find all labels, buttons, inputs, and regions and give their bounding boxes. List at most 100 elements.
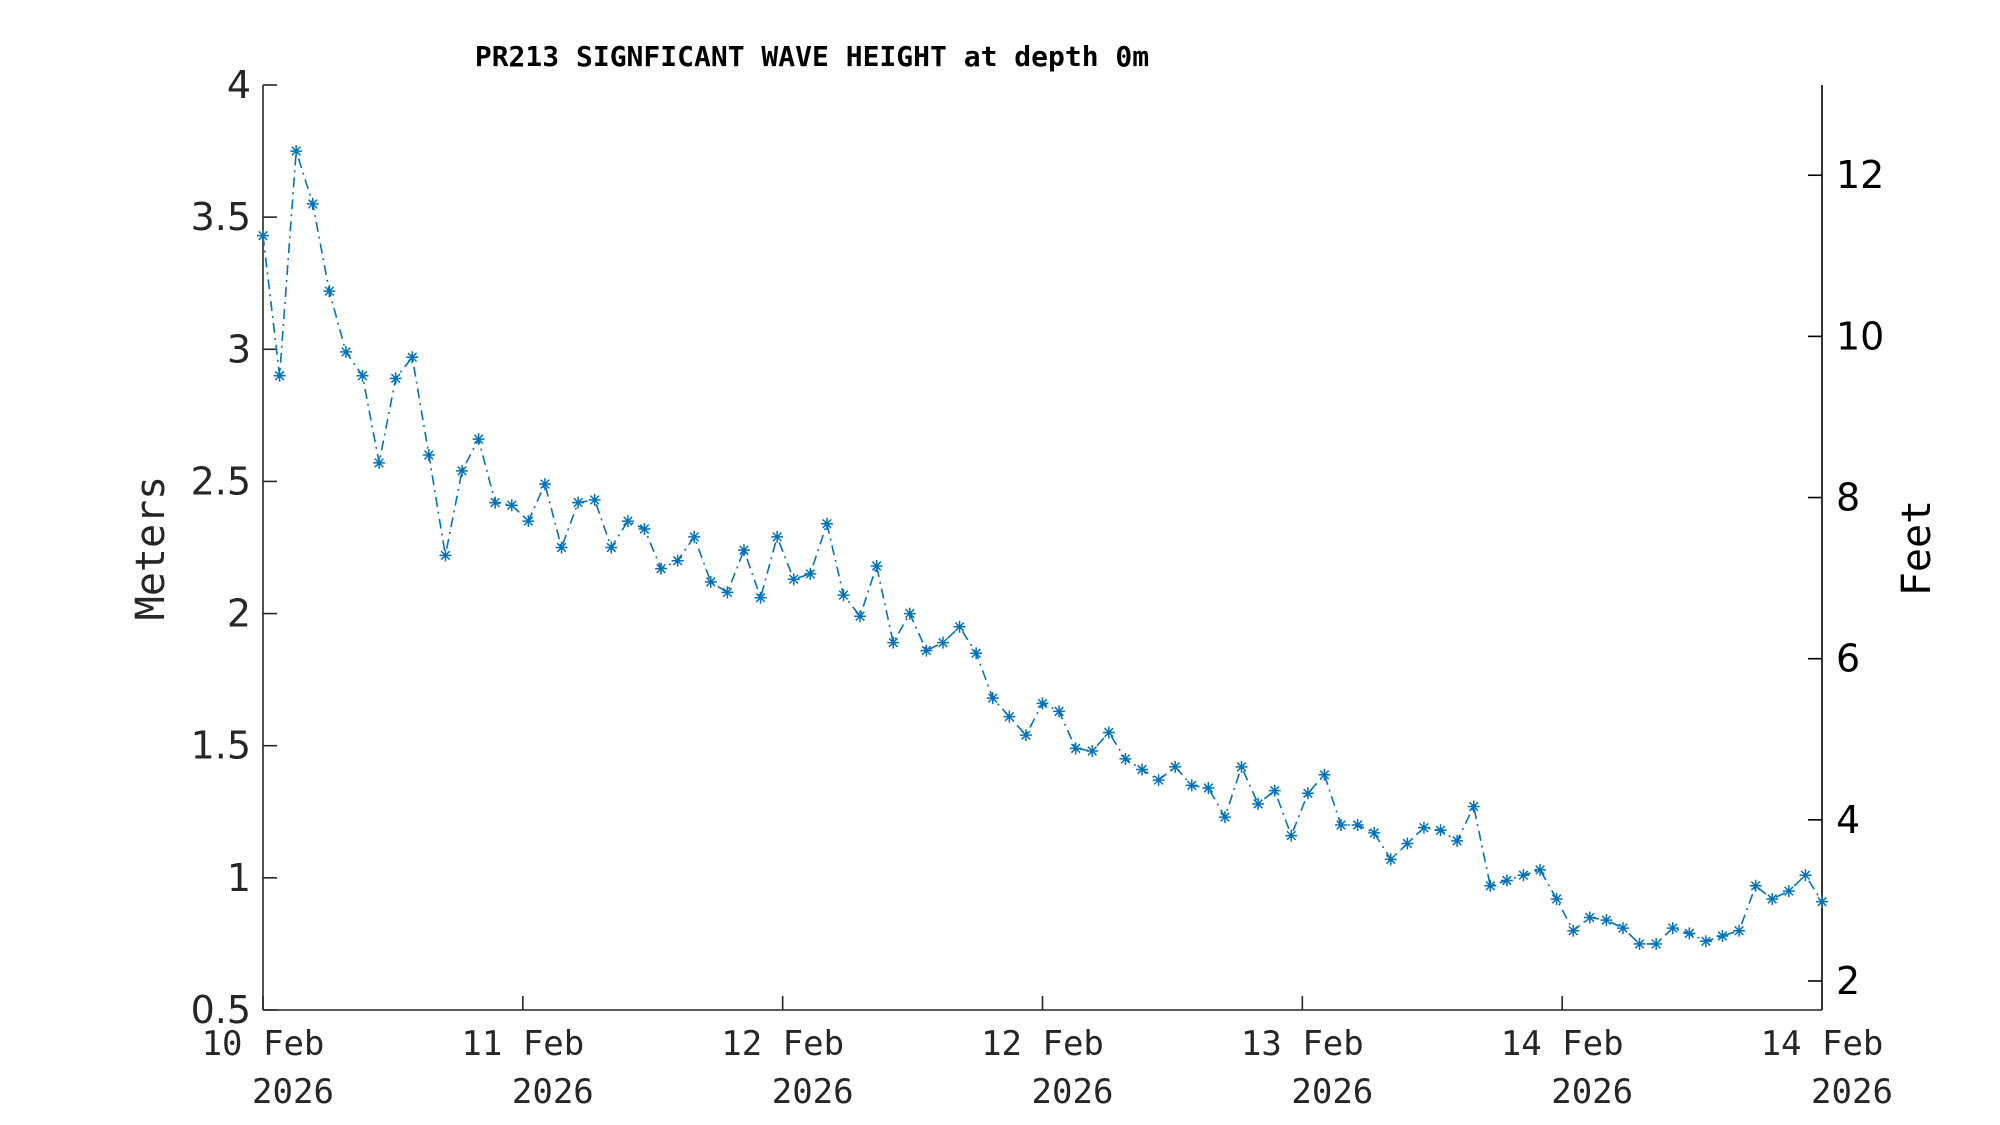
data-point-marker	[1318, 768, 1331, 781]
data-point-marker	[688, 530, 701, 543]
data-point-marker	[472, 433, 485, 446]
data-point-marker	[970, 647, 983, 660]
data-point-marker	[572, 496, 585, 509]
data-point-marker	[489, 496, 502, 509]
data-point-marker	[1285, 829, 1298, 842]
data-point-marker	[787, 573, 800, 586]
data-point-marker	[1534, 863, 1547, 876]
x-tick-label-date: 14 Feb	[1501, 1024, 1624, 1064]
data-point-marker	[737, 544, 750, 557]
data-point-marker	[1434, 824, 1447, 837]
data-point-marker	[1484, 879, 1497, 892]
left-y-tick-label: 3	[227, 327, 251, 371]
wave-height-series-line	[262, 150, 1823, 945]
left-y-tick-label: 1	[227, 856, 251, 900]
left-y-tick-label: 1.5	[191, 724, 251, 768]
data-point-marker	[1616, 922, 1629, 935]
data-point-marker	[1583, 911, 1596, 924]
data-point-marker	[1384, 853, 1397, 866]
left-y-ticks: 0.5 1 1.5 2 2.5 3 3.5 4	[191, 63, 277, 1032]
right-y-axis-label: Feet	[1894, 500, 1940, 596]
left-y-tick-label: 2	[227, 592, 251, 636]
data-point-marker	[1699, 935, 1712, 948]
data-point-marker	[1401, 837, 1414, 850]
data-point-marker	[373, 456, 386, 469]
x-tick-label-date: 12 Feb	[981, 1024, 1104, 1064]
data-point-marker	[389, 372, 402, 385]
data-point-marker	[257, 229, 269, 242]
data-point-marker	[771, 530, 784, 543]
x-tick-label-date: 13 Feb	[1241, 1024, 1364, 1064]
data-point-marker	[456, 464, 469, 477]
data-point-marker	[1368, 826, 1381, 839]
data-point-marker	[273, 369, 286, 382]
x-tick-label-date: 14 Feb	[1761, 1024, 1884, 1064]
data-point-marker	[920, 644, 933, 657]
data-point-marker	[1202, 782, 1215, 794]
data-point-marker	[1119, 752, 1132, 765]
data-point-marker	[820, 517, 833, 530]
data-point-marker	[1185, 779, 1198, 792]
data-point-marker	[1301, 787, 1314, 800]
data-point-marker	[1003, 710, 1016, 723]
data-point-marker	[1036, 697, 1049, 710]
x-tick-label-date: 11 Feb	[461, 1024, 584, 1064]
data-point-marker	[903, 607, 916, 620]
data-point-marker	[1102, 726, 1115, 739]
data-point-marker	[439, 549, 452, 562]
data-point-marker	[588, 493, 601, 506]
data-point-marker	[538, 478, 551, 491]
data-point-marker	[986, 692, 999, 705]
data-point-marker	[1517, 869, 1530, 882]
x-tick-label-year: 2026	[512, 1072, 594, 1112]
data-point-marker	[1218, 811, 1231, 824]
left-y-tick-label: 2.5	[191, 459, 251, 503]
data-point-marker	[1766, 893, 1779, 905]
left-y-axis-label: Meters	[128, 476, 174, 621]
x-ticks: 10 Feb 2026 11 Feb 2026 12 Feb 2026 12 Feb 2026…	[202, 996, 1893, 1112]
data-point-marker	[1169, 760, 1182, 773]
data-point-marker	[1152, 774, 1165, 787]
data-point-marker	[1666, 922, 1679, 935]
x-tick-label-year: 2026	[772, 1072, 854, 1112]
data-point-marker	[1351, 819, 1364, 831]
data-point-marker	[887, 636, 900, 649]
x-tick-label-year: 2026	[1551, 1072, 1633, 1112]
data-point-marker	[1733, 924, 1746, 937]
left-y-tick-label: 3.5	[191, 195, 251, 239]
data-point-marker	[1600, 914, 1613, 927]
data-point-marker	[754, 591, 767, 604]
data-point-marker	[1252, 797, 1265, 810]
right-y-tick-label: 10	[1836, 314, 1884, 358]
data-point-marker	[1650, 937, 1663, 950]
x-tick-label-date: 12 Feb	[721, 1024, 844, 1064]
data-point-marker	[1550, 893, 1563, 905]
data-point-marker	[671, 554, 684, 567]
data-point-marker	[1716, 930, 1729, 942]
data-point-marker	[1053, 705, 1066, 718]
data-point-marker	[1799, 869, 1812, 882]
data-point-marker	[339, 345, 352, 358]
data-point-marker	[870, 560, 883, 572]
left-y-tick-label: 0.5	[191, 988, 251, 1032]
x-tick-label-year: 2026	[1291, 1072, 1373, 1112]
data-point-marker	[1749, 879, 1762, 892]
data-point-marker	[406, 351, 419, 364]
data-point-marker	[1268, 784, 1281, 797]
x-tick-label-year: 2026	[1032, 1072, 1114, 1112]
data-point-marker	[804, 567, 817, 580]
data-point-marker	[1683, 927, 1696, 940]
data-point-marker	[837, 589, 850, 602]
wave-height-markers	[257, 145, 1828, 950]
data-point-marker	[638, 523, 651, 535]
data-point-marker	[1451, 834, 1464, 847]
x-tick-label-year: 2026	[252, 1072, 334, 1112]
data-point-marker	[290, 145, 303, 158]
data-point-marker	[1019, 729, 1032, 742]
data-point-marker	[1335, 819, 1348, 831]
data-point-marker	[422, 449, 435, 461]
data-point-marker	[323, 285, 336, 298]
chart-title: PR213 SIGNFICANT WAVE HEIGHT at depth 0m	[475, 40, 1149, 73]
data-point-marker	[605, 541, 618, 554]
data-point-marker	[505, 499, 518, 512]
